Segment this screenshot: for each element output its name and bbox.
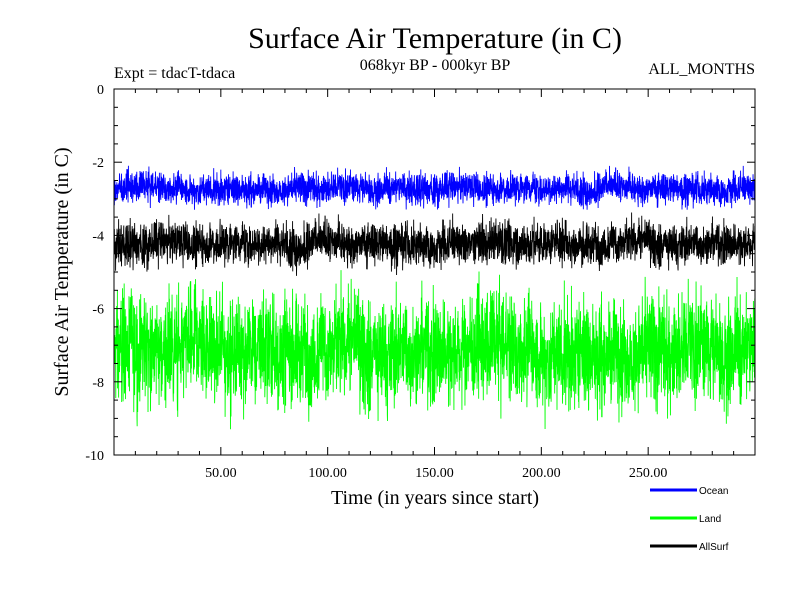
legend-label-land: Land	[699, 514, 721, 525]
y-tick-label: 0	[97, 83, 104, 98]
x-tick-label: 150.00	[415, 466, 454, 481]
x-tick-label: 100.00	[308, 466, 347, 481]
legend-label-ocean: Ocean	[699, 486, 728, 497]
y-tick-label: -4	[92, 229, 104, 244]
chart-subtitle: 068kyr BP - 000kyr BP	[360, 57, 511, 74]
period-label: ALL_MONTHS	[648, 61, 755, 78]
legend: Ocean Land AllSurf	[650, 486, 729, 553]
x-tick-label: 250.00	[629, 466, 668, 481]
y-tick-label: -6	[92, 303, 104, 318]
y-tick-label: -2	[92, 156, 104, 171]
x-tick-label: 200.00	[522, 466, 561, 481]
legend-label-allsurf: AllSurf	[699, 542, 729, 553]
experiment-label: Expt = tdacT-tdaca	[114, 65, 235, 82]
series-line-land	[114, 270, 755, 430]
y-tick-label: -10	[85, 449, 104, 464]
series-line-ocean	[114, 165, 755, 210]
x-axis-label: Time (in years since start)	[331, 487, 539, 509]
chart-title: Surface Air Temperature (in C)	[248, 22, 622, 55]
x-tick-label: 50.00	[205, 466, 237, 481]
y-axis-label: Surface Air Temperature (in C)	[51, 147, 73, 396]
series-line-allsurf	[114, 212, 755, 276]
y-tick-label: -8	[92, 376, 104, 391]
